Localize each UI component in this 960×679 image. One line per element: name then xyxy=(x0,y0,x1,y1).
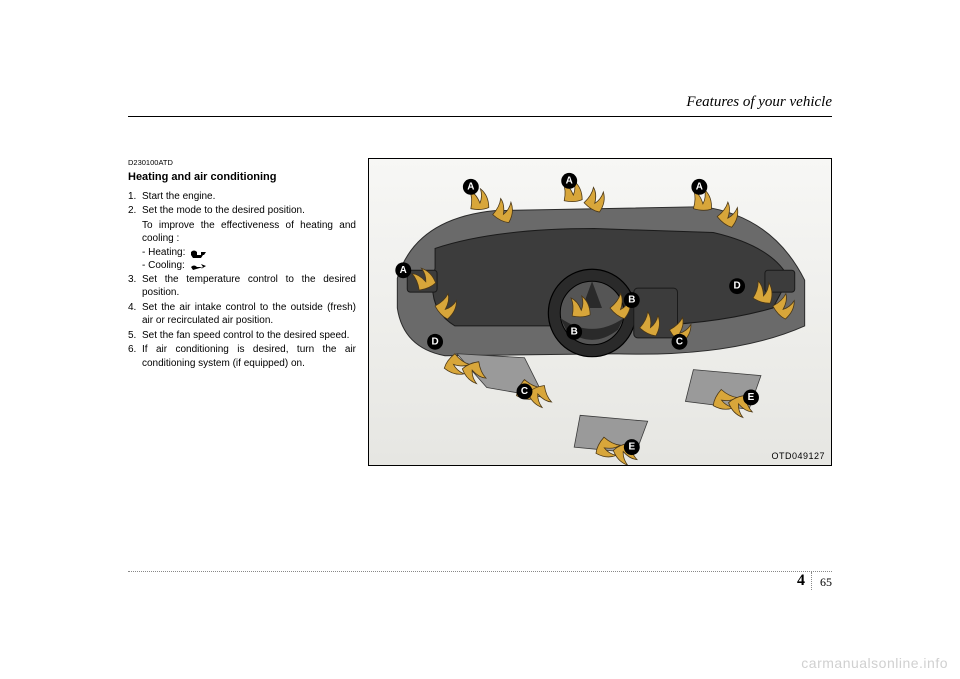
page-number: 4 65 xyxy=(797,572,832,590)
section-header: Features of your vehicle xyxy=(686,94,832,111)
doc-code: D230100ATD xyxy=(128,158,356,168)
svg-text:B: B xyxy=(628,295,635,306)
list-item: 1.Start the engine. xyxy=(128,190,356,204)
svg-text:A: A xyxy=(467,181,474,192)
list-item: 6.If air conditioning is desired, turn t… xyxy=(128,343,356,370)
svg-text:C: C xyxy=(521,386,528,397)
face-mode-icon xyxy=(189,261,207,271)
list-item: 3.Set the temperature control to the des… xyxy=(128,273,356,300)
mode-line: - Heating: xyxy=(128,246,356,260)
svg-text:A: A xyxy=(696,181,703,192)
svg-text:E: E xyxy=(748,392,755,403)
list-item: 5.Set the fan speed control to the desir… xyxy=(128,329,356,343)
floor-mode-icon xyxy=(189,248,207,258)
body-text-column: D230100ATD Heating and air conditioning … xyxy=(128,158,356,466)
image-code: OTD049127 xyxy=(771,451,825,461)
footer-rule xyxy=(128,571,832,572)
list-subtext: To improve the effectiveness of heating … xyxy=(128,219,356,246)
diagram-svg: A A A A D B B D C C E E xyxy=(369,159,831,465)
svg-text:A: A xyxy=(566,175,573,186)
list-item: 4.Set the air intake control to the outs… xyxy=(128,301,356,328)
watermark: carmanualsonline.info xyxy=(801,655,948,671)
svg-text:C: C xyxy=(676,336,683,347)
page-num: 65 xyxy=(820,575,832,590)
dashboard-diagram: A A A A D B B D C C E E OTD049127 xyxy=(368,158,832,466)
svg-text:D: D xyxy=(734,281,741,292)
list-item: 2.Set the mode to the desired position. xyxy=(128,204,356,218)
mode-line: - Cooling: xyxy=(128,259,356,273)
chapter-number: 4 xyxy=(797,572,812,590)
svg-text:E: E xyxy=(628,442,635,453)
svg-text:B: B xyxy=(571,326,578,337)
svg-text:D: D xyxy=(431,336,438,347)
svg-text:A: A xyxy=(400,265,407,276)
heading: Heating and air conditioning xyxy=(128,170,356,185)
header-rule xyxy=(128,116,832,117)
